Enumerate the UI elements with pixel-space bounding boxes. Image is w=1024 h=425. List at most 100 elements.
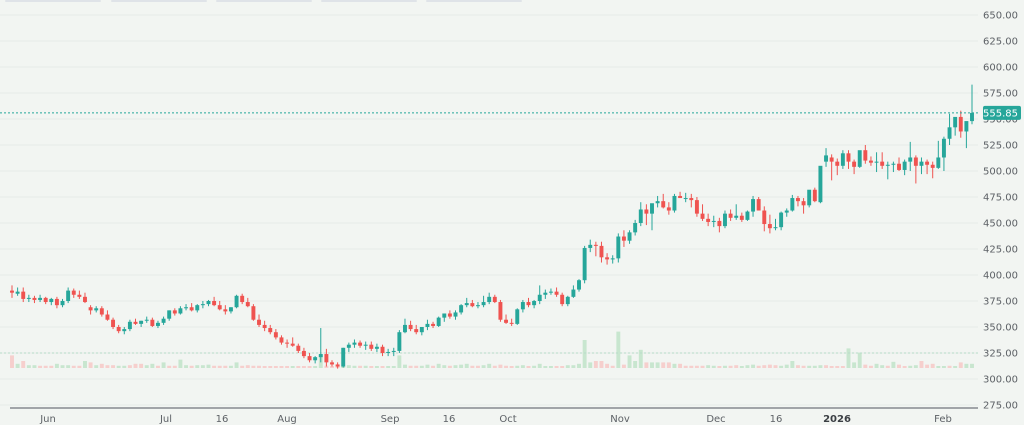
top-tab-3[interactable] — [216, 0, 312, 2]
volume-bar — [835, 366, 840, 368]
candle-body — [431, 323, 436, 326]
candle-body — [83, 296, 87, 303]
candle-body — [21, 291, 26, 299]
candle-body — [369, 344, 374, 349]
candle — [212, 296, 217, 307]
price-axis[interactable]: 650.00 625.00 600.00 575.00 550.00 525.00 500.… — [983, 11, 1018, 412]
candle — [487, 292, 492, 305]
volume-bar — [386, 366, 391, 368]
candle — [784, 208, 789, 217]
candle — [88, 305, 93, 315]
candle-body — [492, 296, 497, 303]
candle — [442, 313, 447, 322]
candle-body — [868, 160, 873, 163]
candle — [840, 150, 845, 169]
candle-body — [352, 342, 357, 345]
candle-body — [408, 324, 413, 330]
candle — [240, 293, 245, 305]
volume-bar — [857, 352, 862, 368]
candle — [554, 287, 559, 297]
price-axis-label: 625.00 — [983, 37, 1018, 48]
candle-body — [223, 309, 228, 312]
candle-body — [346, 344, 351, 348]
candle-body — [77, 294, 82, 297]
volume-bar — [487, 363, 492, 368]
candle-body — [650, 203, 654, 214]
candle — [425, 319, 430, 331]
candle — [790, 194, 795, 212]
top-tab-2[interactable] — [111, 0, 207, 2]
volume-bar — [964, 363, 969, 368]
candle — [543, 289, 548, 299]
candle — [897, 157, 901, 171]
candle — [217, 301, 222, 311]
volume-bar — [807, 365, 812, 368]
candle-body — [728, 213, 733, 218]
volume-bar — [459, 364, 464, 368]
candle — [829, 154, 834, 181]
candle-body — [694, 200, 699, 214]
candle-body — [156, 322, 160, 326]
candle-body — [953, 116, 958, 128]
candle-body — [908, 157, 913, 162]
candle-body — [638, 209, 643, 223]
candle-body — [515, 309, 520, 324]
candle-body — [313, 357, 318, 361]
candle — [268, 324, 273, 335]
candle — [880, 152, 885, 169]
candle-body — [936, 157, 941, 168]
volume-bar — [431, 365, 436, 368]
candle — [307, 353, 312, 363]
last-price-tag-background — [983, 105, 1021, 120]
candle-body — [784, 210, 789, 213]
candle-body — [234, 295, 239, 308]
top-tab-1[interactable] — [5, 0, 101, 2]
candle — [127, 319, 132, 332]
volume-bar — [773, 365, 778, 368]
volume-bar — [672, 363, 677, 368]
volume-bar — [723, 365, 727, 368]
candle-body — [341, 347, 346, 367]
candle — [560, 292, 565, 307]
time-axis-label: Nov — [610, 414, 630, 425]
volume-bar — [885, 365, 890, 368]
candle — [532, 299, 537, 309]
time-axis-label: Dec — [706, 414, 725, 425]
candle — [734, 204, 739, 220]
candle — [262, 320, 267, 332]
volume-bar — [498, 364, 503, 368]
volume-bar — [172, 365, 177, 368]
candle — [285, 339, 290, 348]
volume-bar — [908, 365, 913, 368]
candle — [868, 156, 873, 166]
volume-bar — [470, 365, 475, 368]
time-axis-label: Jun — [39, 414, 56, 425]
candle — [330, 360, 334, 367]
volume-bar — [403, 364, 407, 368]
price-axis-label: 275.00 — [983, 401, 1018, 412]
candle — [10, 285, 14, 298]
candle — [526, 297, 531, 308]
volume-bar — [43, 365, 48, 368]
volume-bar — [380, 366, 385, 368]
candle-body — [554, 291, 559, 295]
candle-body — [54, 298, 59, 306]
candle — [812, 187, 817, 203]
volume-bar — [913, 365, 918, 368]
top-tab-4[interactable] — [321, 0, 417, 2]
volume-bar — [930, 363, 935, 368]
candle-body — [49, 298, 54, 303]
candle — [431, 321, 436, 329]
candle — [773, 218, 778, 231]
candle-body — [947, 127, 952, 139]
top-tab-5[interactable] — [426, 0, 522, 2]
candle-body — [762, 210, 767, 225]
volume-bar — [83, 361, 87, 368]
candle-body — [633, 223, 638, 233]
volume-bar — [369, 366, 374, 368]
candle-body — [358, 342, 363, 346]
time-axis[interactable]: Jun Jul 16 Aug Sep 16 Oct Nov Dec 16 2026 Feb — [39, 414, 952, 425]
candle — [178, 306, 183, 315]
candle-body — [481, 302, 486, 306]
